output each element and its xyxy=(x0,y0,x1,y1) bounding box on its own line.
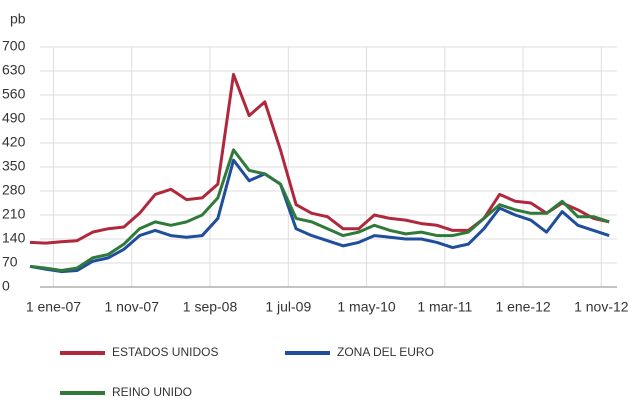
series-line xyxy=(29,158,610,274)
series-line xyxy=(29,148,610,273)
x-tick-label: 1 ene-07 xyxy=(26,299,81,315)
x-tick-label: 1 jul-09 xyxy=(265,299,311,315)
x-tick-label: 1 nov-07 xyxy=(105,299,160,315)
x-tick-label: 1 mar-11 xyxy=(417,299,472,315)
x-tick-label: 1 sep-08 xyxy=(183,299,238,315)
legend-label: ESTADOS UNIDOS xyxy=(112,345,218,359)
y-tick-label: 280 xyxy=(2,182,26,198)
x-tick-label: 1 ene-12 xyxy=(495,299,550,315)
y-tick-label: 560 xyxy=(2,86,26,102)
y-tick-label: 490 xyxy=(2,110,26,126)
y-tick-label: 210 xyxy=(2,206,26,222)
y-tick-label: 700 xyxy=(2,38,26,54)
y-tick-label: 70 xyxy=(2,254,18,270)
y-tick-label: 140 xyxy=(2,230,26,246)
y-tick-label: 0 xyxy=(2,278,10,294)
y-tick-label: 350 xyxy=(2,158,26,174)
x-tick-label: 1 may-10 xyxy=(337,299,396,315)
y-tick-label: 630 xyxy=(2,62,26,78)
legend-label: REINO UNIDO xyxy=(112,385,192,399)
y-axis-label: pb xyxy=(10,11,26,27)
legend-label: ZONA DEL EURO xyxy=(337,345,434,359)
x-tick-label: 1 nov-12 xyxy=(574,299,629,315)
series-line xyxy=(29,72,610,245)
y-tick-label: 420 xyxy=(2,134,26,150)
